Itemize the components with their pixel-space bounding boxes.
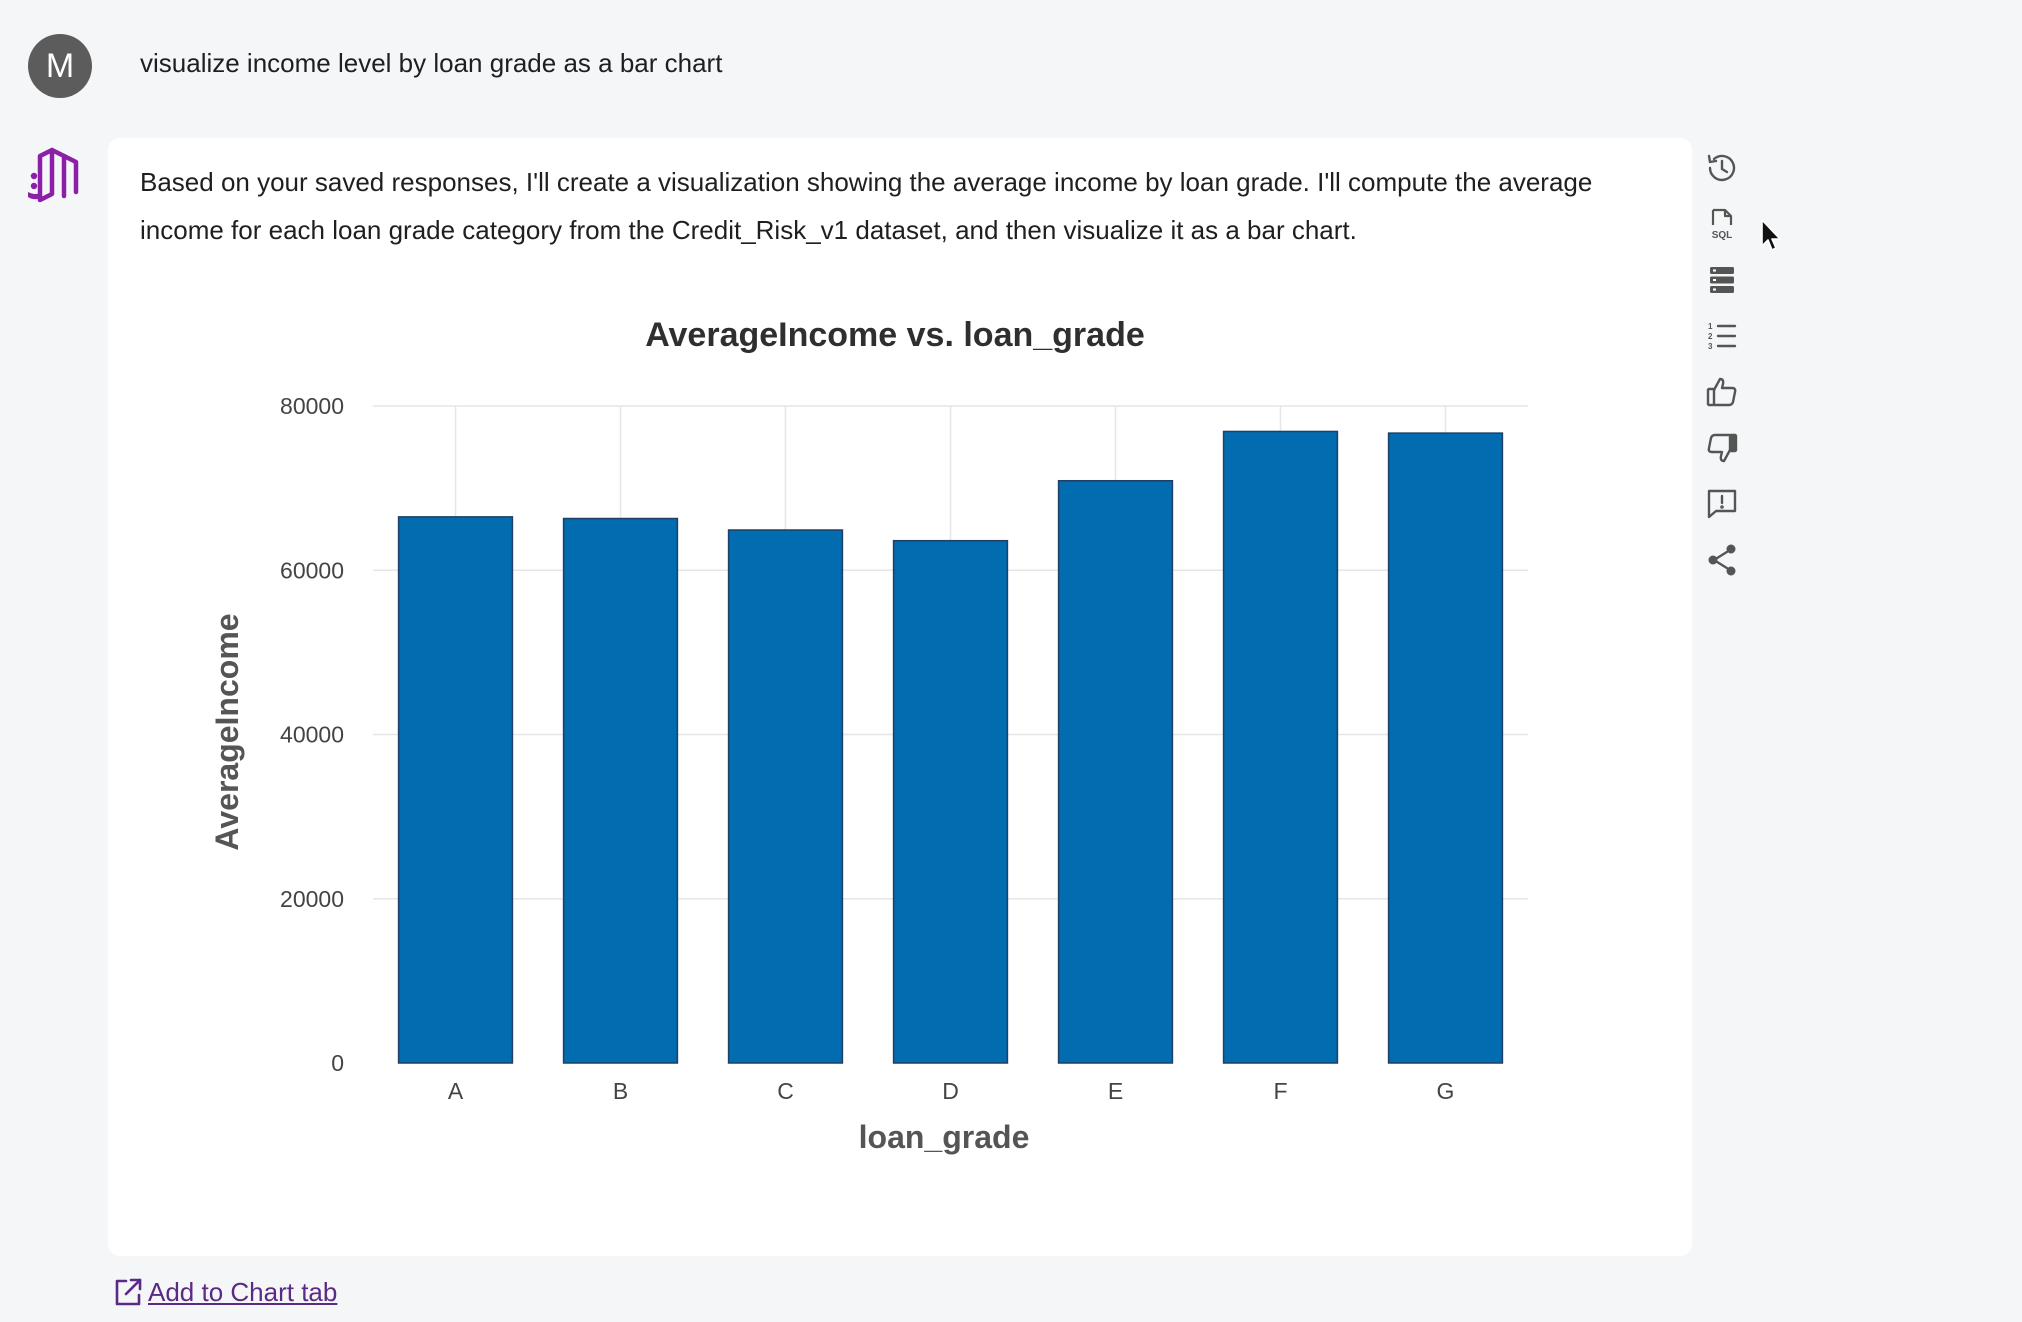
feedback-button[interactable] xyxy=(1702,484,1742,524)
chart-x-tick-label: G xyxy=(1437,1078,1455,1104)
chart-y-tick-label: 20000 xyxy=(280,886,344,912)
add-to-chart-tab-link[interactable]: Add to Chart tab xyxy=(112,1276,337,1308)
svg-text:3: 3 xyxy=(1708,342,1713,351)
chart-x-tick-label: B xyxy=(613,1078,628,1104)
mouse-cursor-icon xyxy=(1761,219,1781,251)
chart-y-axis-label: AverageIncome xyxy=(209,613,245,850)
share-button[interactable] xyxy=(1702,540,1742,580)
chart-x-tick-label: D xyxy=(942,1078,959,1104)
database-icon xyxy=(1710,267,1734,293)
chart-bar-E[interactable] xyxy=(1057,479,1174,1064)
assistant-response-card: Based on your saved responses, I'll crea… xyxy=(108,138,1692,1256)
sql-file-icon: SQL xyxy=(1712,208,1733,241)
chart-x-tick-label: E xyxy=(1108,1078,1123,1104)
dislike-button[interactable] xyxy=(1702,428,1742,468)
svg-text:SQL: SQL xyxy=(1712,230,1733,241)
numbered-list-icon: 1 2 3 xyxy=(1708,322,1737,351)
assistant-message: Based on your saved responses, I'll crea… xyxy=(140,167,1593,245)
history-icon xyxy=(1707,154,1736,182)
chart-x-tick-label: A xyxy=(448,1078,464,1104)
chart-y-tick-label: 0 xyxy=(331,1050,344,1076)
user-row: M xyxy=(28,34,92,98)
user-message: visualize income level by loan grade as … xyxy=(140,48,723,78)
chart-bar-A[interactable] xyxy=(397,516,514,1064)
feedback-icon xyxy=(1707,489,1737,519)
response-actions: SQL 1 2 3 xyxy=(1702,148,1742,596)
bar-chart: 0 20000 40000 60000 80000 A B C D E F G AverageInco… xyxy=(108,138,1692,1256)
data-table-button[interactable] xyxy=(1702,260,1742,300)
chart-title: AverageIncome vs. loan_grade xyxy=(645,316,1145,354)
chart-x-tick-label: F xyxy=(1273,1078,1287,1104)
thumbs-up-icon xyxy=(1706,377,1737,407)
add-to-chart-tab-label: Add to Chart tab xyxy=(148,1276,338,1307)
share-icon xyxy=(1708,544,1736,576)
chart-svg: 0 20000 40000 60000 80000 A B C D E F G AverageInco… xyxy=(209,316,1528,1155)
chart-y-tick-label: 40000 xyxy=(280,722,344,748)
chart-x-axis-label: loan_grade xyxy=(859,1119,1030,1155)
svg-text:1: 1 xyxy=(1708,322,1713,331)
chart-bar-B[interactable] xyxy=(562,517,679,1064)
steps-button[interactable]: 1 2 3 xyxy=(1702,316,1742,356)
chart-bar-D[interactable] xyxy=(892,539,1009,1064)
chart-bar-F[interactable] xyxy=(1222,430,1339,1064)
history-button[interactable] xyxy=(1702,148,1742,188)
chart-bar-G[interactable] xyxy=(1387,432,1504,1064)
thumbs-down-icon xyxy=(1707,433,1738,463)
like-button[interactable] xyxy=(1702,372,1742,412)
chart-bar-C[interactable] xyxy=(727,529,844,1064)
external-link-icon xyxy=(115,1278,142,1306)
chart-x-tick-label: C xyxy=(777,1078,794,1104)
chart-y-tick-label: 80000 xyxy=(280,393,344,419)
user-avatar: M xyxy=(28,34,92,98)
chart-y-tick-label: 60000 xyxy=(280,557,344,583)
svg-text:2: 2 xyxy=(1708,332,1713,341)
sql-button[interactable]: SQL xyxy=(1702,204,1742,244)
assistant-logo-icon xyxy=(28,147,79,203)
